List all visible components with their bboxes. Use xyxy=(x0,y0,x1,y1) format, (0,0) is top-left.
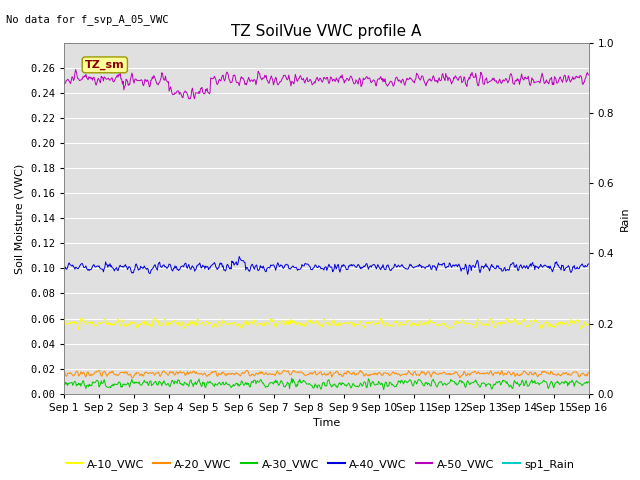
X-axis label: Time: Time xyxy=(313,418,340,428)
Text: TZ_sm: TZ_sm xyxy=(85,60,125,70)
Legend: A-10_VWC, A-20_VWC, A-30_VWC, A-40_VWC, A-50_VWC, sp1_Rain: A-10_VWC, A-20_VWC, A-30_VWC, A-40_VWC, … xyxy=(61,455,579,474)
Y-axis label: Rain: Rain xyxy=(620,206,630,231)
Y-axis label: Soil Moisture (VWC): Soil Moisture (VWC) xyxy=(15,163,24,274)
Title: TZ SoilVue VWC profile A: TZ SoilVue VWC profile A xyxy=(231,24,422,39)
Text: No data for f_svp_A_05_VWC: No data for f_svp_A_05_VWC xyxy=(6,14,169,25)
